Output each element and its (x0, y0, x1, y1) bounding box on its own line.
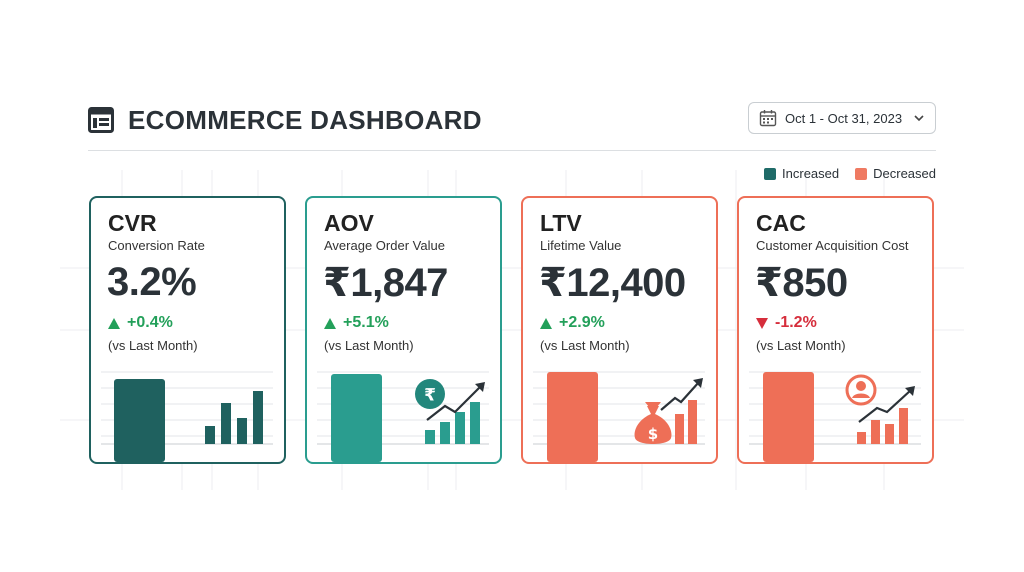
kpi-comparison: (vs Last Month) (756, 338, 846, 353)
kpi-delta-value: -1.2% (775, 314, 817, 331)
kpi-comparison: (vs Last Month) (108, 338, 198, 353)
kpi-card-cvr[interactable]: CVR Conversion Rate 3.2% +0.4% (vs Last … (89, 196, 286, 464)
kpi-delta: +0.4% (108, 314, 173, 332)
kpi-delta-value: +5.1% (343, 314, 389, 331)
money-bag-growth-icon: $ (634, 378, 703, 444)
legend-label-increased: Increased (782, 166, 840, 181)
kpi-full-name: Lifetime Value (540, 238, 622, 253)
kpi-illustration: $ (533, 371, 705, 462)
legend-item-increased: Increased (764, 166, 839, 181)
kpi-card-aov[interactable]: AOV Average Order Value ₹1,847 +5.1% (vs… (305, 196, 502, 464)
legend-label-decreased: Decreased (873, 166, 936, 181)
arrow-down-icon (756, 317, 768, 329)
kpi-value: ₹12,400 (539, 261, 686, 305)
kpi-abbr: LTV (540, 210, 582, 236)
kpi-delta: -1.2% (756, 314, 817, 332)
kpi-delta: +2.9% (540, 314, 605, 332)
kpi-delta-value: +0.4% (127, 314, 173, 331)
kpi-value: ₹1,847 (323, 261, 448, 305)
arrow-up-icon (540, 317, 552, 329)
legend-item-decreased: Decreased (855, 166, 936, 181)
dashboard-header: ECOMMERCE DASHBOARD Oct 1 - Oct 31, 2023 (88, 100, 936, 140)
date-range-picker[interactable]: Oct 1 - Oct 31, 2023 (748, 102, 936, 134)
page-title: ECOMMERCE DASHBOARD (128, 104, 482, 135)
kpi-full-name: Customer Acquisition Cost (756, 238, 909, 253)
dollar-icon: $ (648, 425, 658, 443)
kpi-delta-value: +2.9% (559, 314, 605, 331)
bar-chart-icon (205, 391, 263, 444)
arrow-up-icon (108, 317, 120, 329)
header-divider (88, 150, 936, 151)
kpi-illustration (101, 371, 273, 462)
kpi-card-cac[interactable]: CAC Customer Acquisition Cost ₹850 -1.2%… (737, 196, 934, 464)
legend-swatch-decreased (855, 167, 868, 180)
kpi-delta: +5.1% (324, 314, 389, 332)
kpi-illustration: ₹ (317, 371, 489, 462)
kpi-full-name: Average Order Value (324, 238, 445, 253)
kpi-value: ₹850 (755, 261, 848, 305)
kpi-abbr: CVR (108, 210, 157, 236)
kpi-card-ltv[interactable]: LTV Lifetime Value ₹12,400 +2.9% (vs Las… (521, 196, 718, 464)
legend-swatch-increased (764, 167, 777, 180)
kpi-illustration (749, 371, 921, 462)
dashboard-icon (88, 107, 114, 133)
chevron-down-icon (914, 115, 924, 122)
rupee-icon: ₹ (424, 386, 436, 406)
calendar-icon (759, 110, 777, 127)
kpi-cards: CVR Conversion Rate 3.2% +0.4% (vs Last … (89, 196, 935, 464)
arrow-up-icon (324, 317, 336, 329)
kpi-abbr: CAC (756, 210, 806, 236)
date-range-value: Oct 1 - Oct 31, 2023 (785, 110, 903, 126)
kpi-comparison: (vs Last Month) (540, 338, 630, 353)
user-growth-icon (845, 374, 915, 444)
kpi-comparison: (vs Last Month) (324, 338, 414, 353)
rupee-growth-icon: ₹ (415, 379, 485, 444)
kpi-abbr: AOV (324, 210, 374, 236)
kpi-full-name: Conversion Rate (108, 238, 205, 253)
legend: Increased Decreased (748, 166, 936, 181)
kpi-value: 3.2% (107, 260, 197, 304)
